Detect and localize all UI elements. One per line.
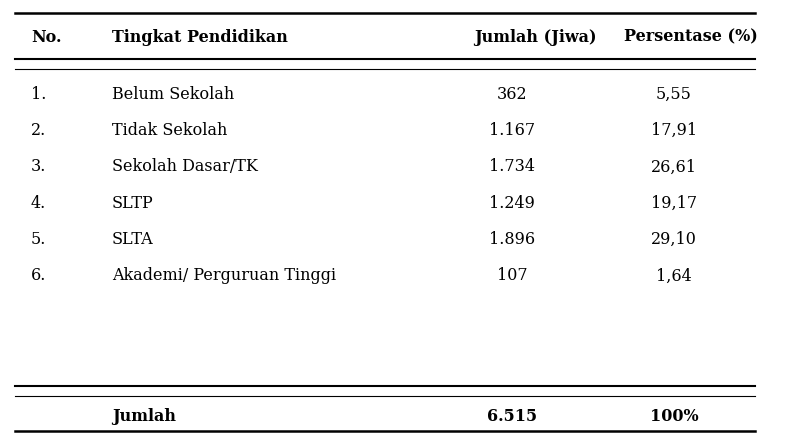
Text: 6.515: 6.515 — [487, 409, 537, 425]
Text: 19,17: 19,17 — [651, 195, 697, 212]
Text: Tingkat Pendidikan: Tingkat Pendidikan — [112, 29, 288, 46]
Text: 1,64: 1,64 — [656, 268, 692, 284]
Text: 362: 362 — [497, 86, 527, 102]
Text: 1.249: 1.249 — [489, 195, 535, 212]
Text: Tidak Sekolah: Tidak Sekolah — [112, 122, 227, 139]
Text: 26,61: 26,61 — [651, 159, 697, 175]
Text: 6.: 6. — [31, 268, 46, 284]
Text: 4.: 4. — [31, 195, 46, 212]
Text: SLTA: SLTA — [112, 231, 154, 248]
Text: No.: No. — [31, 29, 61, 46]
Text: 1.896: 1.896 — [489, 231, 535, 248]
Text: 1.734: 1.734 — [489, 159, 535, 175]
Text: Akademi/ Perguruan Tinggi: Akademi/ Perguruan Tinggi — [112, 268, 336, 284]
Text: 1.: 1. — [31, 86, 46, 102]
Text: Persentase (%): Persentase (%) — [624, 29, 758, 46]
Text: 5,55: 5,55 — [656, 86, 692, 102]
Text: Jumlah (Jiwa): Jumlah (Jiwa) — [474, 29, 597, 46]
Text: 17,91: 17,91 — [651, 122, 697, 139]
Text: 5.: 5. — [31, 231, 46, 248]
Text: 107: 107 — [497, 268, 527, 284]
Text: Sekolah Dasar/TK: Sekolah Dasar/TK — [112, 159, 258, 175]
Text: Jumlah: Jumlah — [112, 409, 176, 425]
Text: 1.167: 1.167 — [489, 122, 535, 139]
Text: 29,10: 29,10 — [651, 231, 697, 248]
Text: 3.: 3. — [31, 159, 46, 175]
Text: Belum Sekolah: Belum Sekolah — [112, 86, 234, 102]
Text: 2.: 2. — [31, 122, 46, 139]
Text: SLTP: SLTP — [112, 195, 154, 212]
Text: 100%: 100% — [649, 409, 698, 425]
